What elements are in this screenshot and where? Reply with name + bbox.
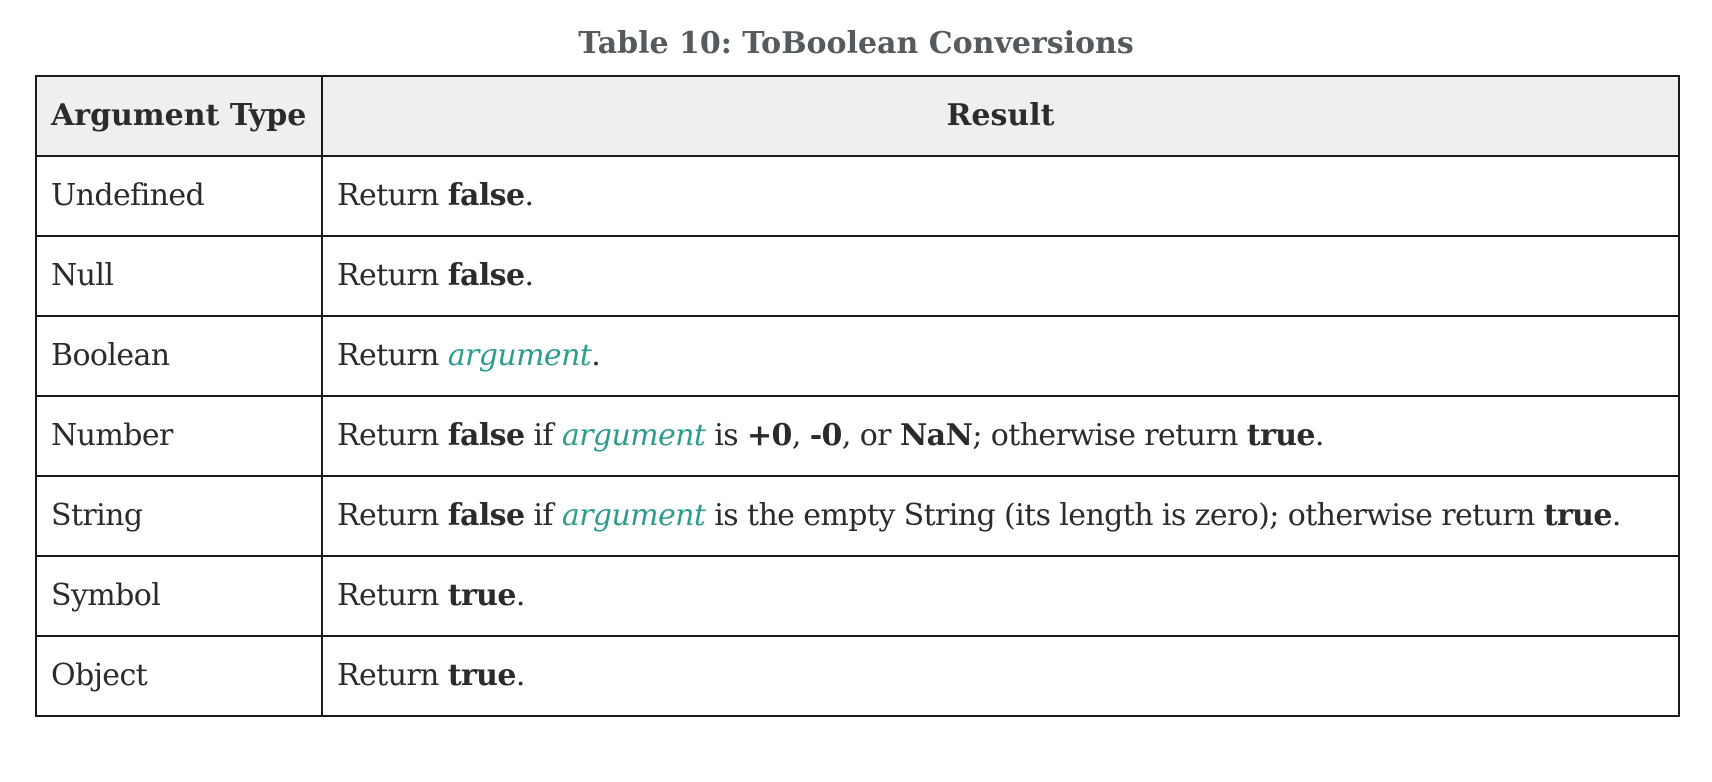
result-keyword: false (447, 498, 525, 533)
result-text: , (791, 418, 810, 453)
result-text: if (524, 418, 562, 453)
table-row: Number Return false if argument is +0, -0… (35, 395, 1680, 477)
argument-variable: argument (561, 498, 706, 533)
result-cell: Return false. (321, 235, 1680, 317)
result-cell: Return false if argument is +0, -0, or N… (321, 395, 1680, 477)
result-keyword: -0 (809, 418, 843, 453)
result-text: Return (337, 578, 448, 613)
result-keyword: true (1246, 418, 1316, 453)
table-row: Null Return false. (35, 235, 1680, 317)
table-row: Object Return true. (35, 635, 1680, 717)
result-cell: Return argument. (321, 315, 1680, 397)
argument-type-header: Argument Type (35, 75, 323, 157)
table-row: String Return false if argument is the em… (35, 475, 1680, 557)
table-row: Undefined Return false. (35, 155, 1680, 237)
result-text: . (524, 258, 534, 293)
result-text: Return (337, 338, 448, 373)
result-keyword: true (447, 578, 517, 613)
toboolean-conversions-table: Argument Type Result Undefined Return fal… (35, 75, 1680, 717)
argument-type-cell: Number (35, 395, 323, 477)
argument-type-cell: Undefined (35, 155, 323, 237)
result-keyword: false (447, 418, 525, 453)
result-text: . (515, 578, 526, 613)
result-keyword: NaN (899, 418, 973, 453)
result-text: . (524, 178, 534, 213)
result-header: Result (321, 75, 1680, 157)
result-keyword: true (447, 658, 517, 693)
result-text: Return (337, 418, 448, 453)
result-text: ; otherwise return (972, 418, 1247, 453)
result-cell: Return true. (321, 555, 1680, 637)
argument-type-cell: Null (35, 235, 323, 317)
result-text: , or (841, 418, 900, 453)
argument-type-cell: String (35, 475, 323, 557)
table-row: Boolean Return argument. (35, 315, 1680, 397)
result-cell: Return false. (321, 155, 1680, 237)
result-keyword: true (1543, 498, 1613, 533)
result-text: Return (337, 658, 448, 693)
argument-type-cell: Symbol (35, 555, 323, 637)
result-keyword: +0 (747, 418, 792, 453)
table-header-row: Argument Type Result (35, 75, 1680, 157)
table-row: Symbol Return true. (35, 555, 1680, 637)
result-keyword: false (447, 178, 525, 213)
table-caption: Table 10: ToBoolean Conversions (578, 26, 1134, 61)
argument-variable: argument (447, 338, 592, 373)
argument-variable: argument (561, 418, 706, 453)
result-text: Return (337, 498, 448, 533)
result-keyword: false (447, 258, 525, 293)
argument-type-cell: Boolean (35, 315, 323, 397)
result-text: . (515, 658, 526, 693)
result-text: Return (337, 258, 448, 293)
result-text: . (591, 338, 601, 373)
result-text: . (1611, 498, 1622, 533)
argument-type-cell: Object (35, 635, 323, 717)
result-text: is (705, 418, 748, 453)
result-text: . (1314, 418, 1325, 453)
result-text: if (524, 498, 562, 533)
result-text: Return (337, 178, 448, 213)
result-text: is the empty String (its length is zero)… (705, 498, 1544, 533)
result-cell: Return false if argument is the empty St… (321, 475, 1680, 557)
result-cell: Return true. (321, 635, 1680, 717)
